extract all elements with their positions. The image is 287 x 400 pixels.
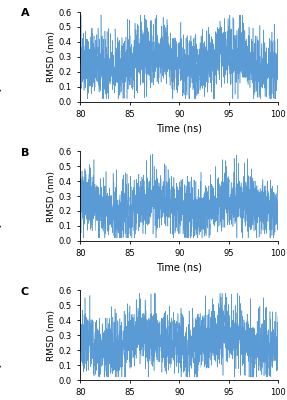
Text: Synuclien/TMAO: Synuclien/TMAO (0, 298, 2, 372)
Text: Synuclien/WATER: Synuclien/WATER (0, 18, 2, 96)
Y-axis label: RMSD (nm): RMSD (nm) (47, 31, 56, 82)
X-axis label: Time (ns): Time (ns) (156, 262, 202, 272)
Y-axis label: RMSD (nm): RMSD (nm) (47, 170, 56, 222)
Y-axis label: RMSD (nm): RMSD (nm) (47, 310, 56, 361)
X-axis label: Time (ns): Time (ns) (156, 123, 202, 133)
Text: B: B (21, 148, 29, 158)
Text: C: C (21, 287, 29, 297)
Text: A: A (21, 8, 30, 18)
Text: Synuclien/UREA: Synuclien/UREA (0, 160, 2, 232)
